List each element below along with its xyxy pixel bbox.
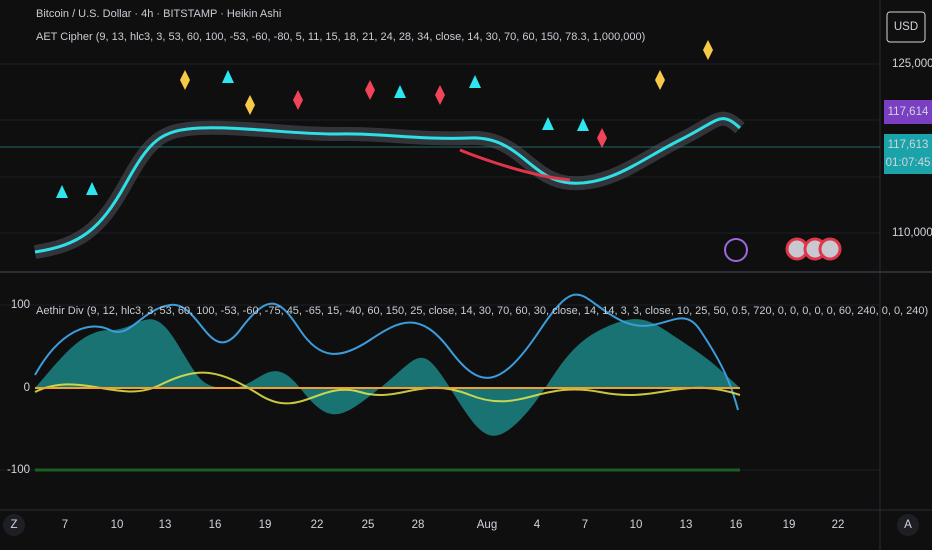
indicator-title: AET Cipher (9, 13, hlc3, 3, 53, 60, 100,… [36, 31, 645, 43]
currency-button[interactable] [886, 11, 926, 43]
event-icon[interactable] [818, 237, 842, 261]
time-label: 4 [534, 519, 541, 531]
time-label: Aug [477, 519, 497, 531]
oscillator-label: 100 [11, 299, 30, 311]
time-label: 16 [209, 519, 222, 531]
time-label: 10 [630, 519, 643, 531]
countdown: 01:07:45 [886, 157, 931, 169]
time-axis: 7 10 13 16 19 22 25 28 Aug 4 7 10 13 16 19 22 [62, 519, 845, 531]
current-price-tag [884, 134, 932, 174]
auto-button-label[interactable]: A [904, 519, 912, 531]
time-label: 7 [582, 519, 588, 531]
time-label: 25 [362, 519, 375, 531]
oscillator-title: Aethir Div (9, 12, hlc3, 3, 53, 60, 100,… [36, 305, 928, 317]
oscillator-plot [34, 293, 741, 472]
time-label: 16 [730, 519, 743, 531]
time-label: 19 [783, 519, 796, 531]
currency[interactable]: USD [894, 21, 918, 33]
time-label: 13 [159, 519, 172, 531]
signal-markers [56, 40, 713, 198]
zoom-button-label[interactable]: Z [10, 519, 17, 531]
event-icon[interactable] [724, 238, 748, 262]
time-label: 7 [62, 519, 68, 531]
time-label: 22 [311, 519, 324, 531]
price-label: 125,000 [892, 58, 932, 70]
last-price: 117,614 [888, 106, 929, 118]
current-price: 117,613 [888, 139, 929, 151]
oscillator-label: 0 [24, 382, 30, 394]
symbol-title: Bitcoin / U.S. Dollar · 4h · BITSTAMP · … [36, 8, 281, 20]
price-label: 110,000 [892, 227, 932, 239]
time-label: 28 [412, 519, 425, 531]
time-label: 22 [832, 519, 845, 531]
zoom-button[interactable] [3, 514, 25, 536]
auto-button[interactable] [897, 514, 919, 536]
last-price-tag [884, 100, 932, 124]
oscillator-label: -100 [7, 464, 30, 476]
ribbon [33, 111, 745, 259]
time-label: 10 [111, 519, 124, 531]
time-label: 19 [259, 519, 272, 531]
time-label: 13 [680, 519, 693, 531]
